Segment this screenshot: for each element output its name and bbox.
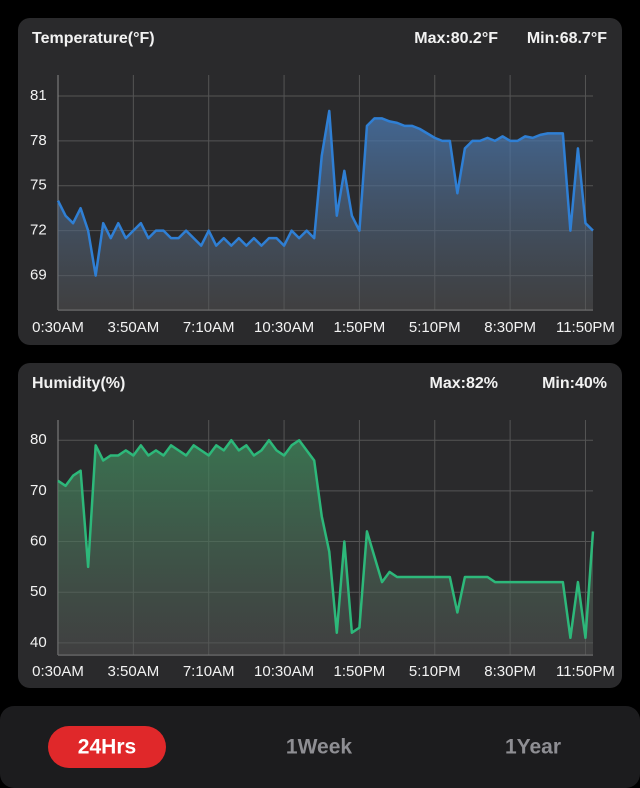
- y-tick-label: 80: [30, 431, 47, 448]
- area: [58, 440, 593, 655]
- x-tick-label: 1:50PM: [334, 663, 386, 680]
- line: [57, 439, 595, 640]
- tab[interactable]: 1Week: [286, 736, 352, 759]
- x-tick-label: 8:30PM: [484, 319, 536, 336]
- x-tick-label: 7:10AM: [183, 663, 235, 680]
- y-tick-label: 70: [30, 482, 47, 499]
- y-tick-label: 50: [30, 583, 47, 600]
- x-tick-label: 7:10AM: [183, 319, 235, 336]
- x-tick-label: 5:10PM: [409, 319, 461, 336]
- chart-title: Temperature(°F): [32, 30, 155, 47]
- chart-title: Humidity(%): [32, 375, 125, 392]
- x-tick-label: 11:50PM: [556, 663, 615, 680]
- tab[interactable]: 24Hrs: [78, 736, 136, 759]
- chart: Humidity(%) Max:82% Min:40% 40 50 60 70 80 0:30A…: [30, 375, 615, 680]
- x-tick-label: 1:50PM: [334, 319, 386, 336]
- y-tick-label: 78: [30, 132, 47, 149]
- max-label: Max:80.2°F: [414, 30, 498, 47]
- x-tick-label: 3:50AM: [108, 319, 160, 336]
- x-tick-label: 10:30AM: [254, 663, 314, 680]
- area: [58, 110, 593, 310]
- x-tick-label: 0:30AM: [32, 319, 84, 336]
- y-tick-label: 69: [30, 267, 47, 284]
- x-tick-label: 10:30AM: [254, 319, 314, 336]
- y-tick-label: 75: [30, 177, 47, 194]
- y-tick-label: 40: [30, 634, 47, 651]
- x-tick-label: 3:50AM: [108, 663, 160, 680]
- x-tick-label: 0:30AM: [32, 663, 84, 680]
- y-tick-label: 72: [30, 222, 47, 239]
- tab-selected[interactable]: [48, 726, 166, 768]
- min-label: Min:40%: [542, 375, 607, 392]
- chart: Temperature(°F) Max:80.2°F Min:68.7°F 69 72 7…: [30, 30, 615, 336]
- min-label: Min:68.7°F: [527, 30, 607, 47]
- tab[interactable]: 1Year: [505, 736, 561, 759]
- y-tick-label: 81: [30, 87, 47, 104]
- x-tick-label: 5:10PM: [409, 663, 461, 680]
- x-tick-label: 8:30PM: [484, 663, 536, 680]
- tab-bar: [0, 706, 640, 788]
- x-tick-label: 11:50PM: [556, 319, 615, 336]
- y-tick-label: 60: [30, 533, 47, 550]
- max-label: Max:82%: [430, 375, 498, 392]
- line: [56, 109, 594, 277]
